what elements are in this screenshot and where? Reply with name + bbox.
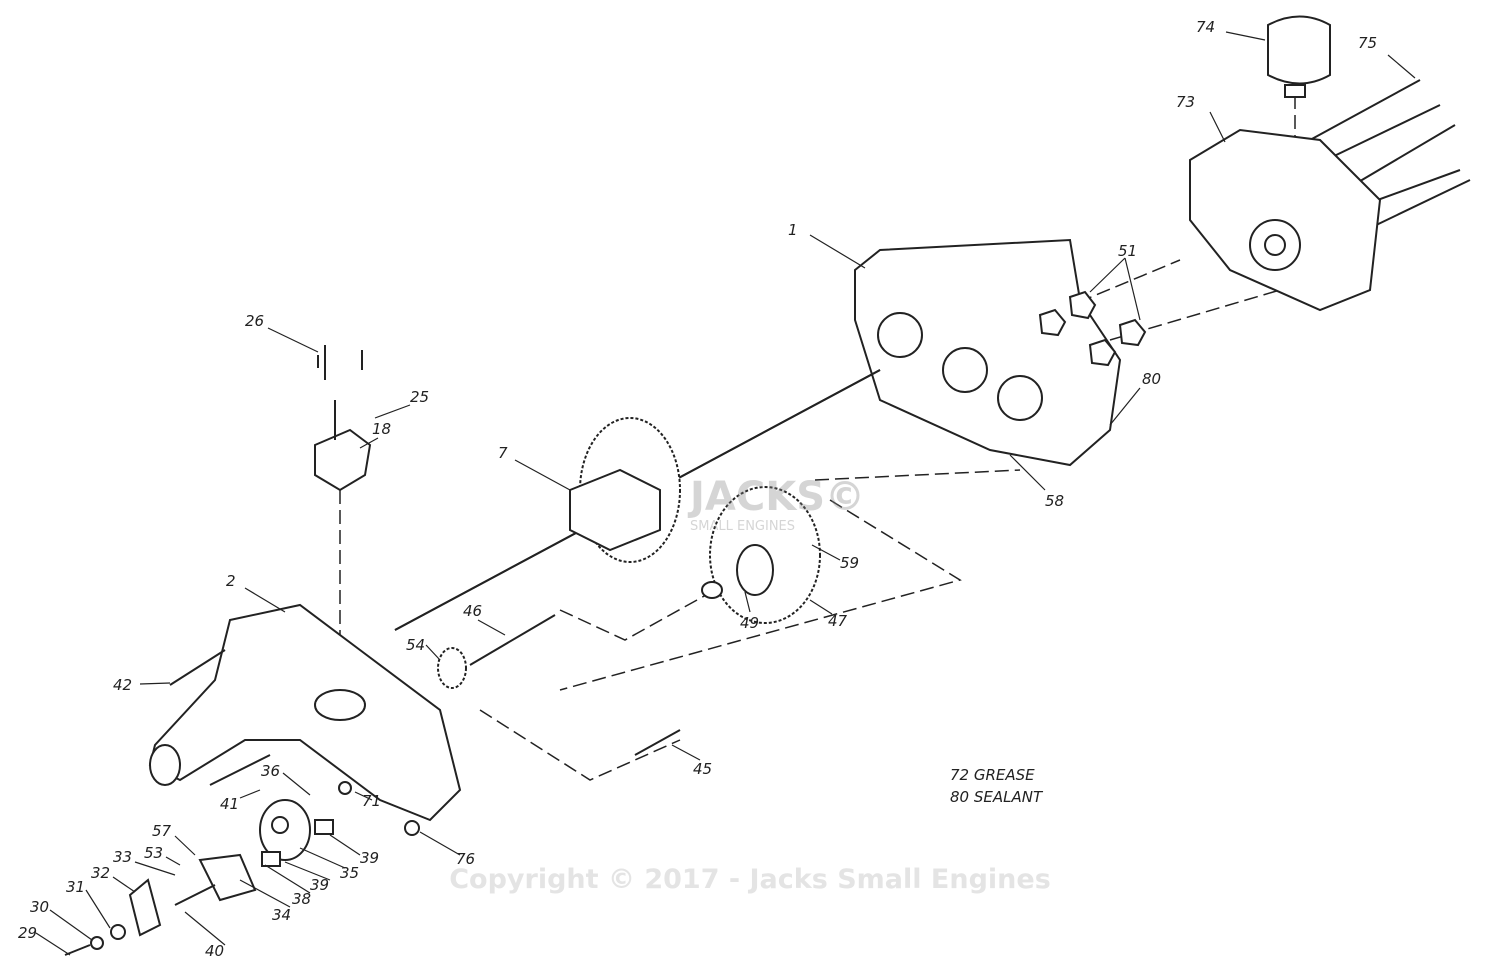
part-number: 75: [1358, 34, 1377, 52]
part-number: 57: [152, 822, 172, 840]
watermark: Copyright © 2017 - Jacks Small Engines: [449, 864, 1051, 895]
part-number: 35: [340, 864, 359, 882]
part-number: 42: [113, 676, 132, 694]
part-number: 46: [463, 602, 482, 620]
note: 80 SEALANT: [950, 788, 1044, 806]
part-number: 58: [1045, 492, 1064, 510]
part-number: 33: [113, 848, 132, 866]
part-number: 26: [245, 312, 264, 330]
part-number: 41: [220, 795, 239, 813]
part-number: 38: [292, 890, 311, 908]
part-number: 47: [828, 612, 848, 630]
part-number: 31: [66, 878, 85, 896]
part-number: 32: [91, 864, 110, 882]
part-number: 29: [18, 924, 37, 942]
part-number: 54: [406, 636, 425, 654]
part-number: 76: [456, 850, 475, 868]
note: 72 GREASE: [950, 766, 1035, 784]
part-number: 30: [30, 898, 49, 916]
part-number: 45: [693, 760, 712, 778]
logo: JACKS© SMALL ENGINES: [687, 474, 865, 534]
part-number: 36: [261, 762, 280, 780]
part-number: 39: [360, 849, 379, 867]
part-number: 74: [1196, 18, 1215, 36]
part-number: 40: [205, 942, 224, 960]
part-number: 7: [498, 444, 508, 462]
part-number: 49: [740, 614, 759, 632]
part-number: 25: [410, 388, 429, 406]
callouts: 74 75 73 1 51 80 26 25 18 7 58 59 46 54 49 47 2 42 45 36 41 7…: [18, 18, 1377, 960]
logo-tagline: SMALL ENGINES: [690, 519, 795, 534]
part-number: 51: [1118, 242, 1137, 260]
drawing: [35, 15, 1471, 956]
part-number: 39: [310, 876, 329, 894]
part-number: 59: [840, 554, 859, 572]
part-number: 71: [362, 792, 381, 810]
part-number: 34: [272, 906, 291, 924]
logo-name: JACKS©: [687, 474, 865, 520]
part-number: 1: [788, 221, 798, 239]
part-number: 80: [1142, 370, 1161, 388]
part-number: 18: [372, 420, 391, 438]
part-number: 2: [226, 572, 236, 590]
part-number: 53: [144, 844, 163, 862]
part-number: 73: [1176, 93, 1195, 111]
